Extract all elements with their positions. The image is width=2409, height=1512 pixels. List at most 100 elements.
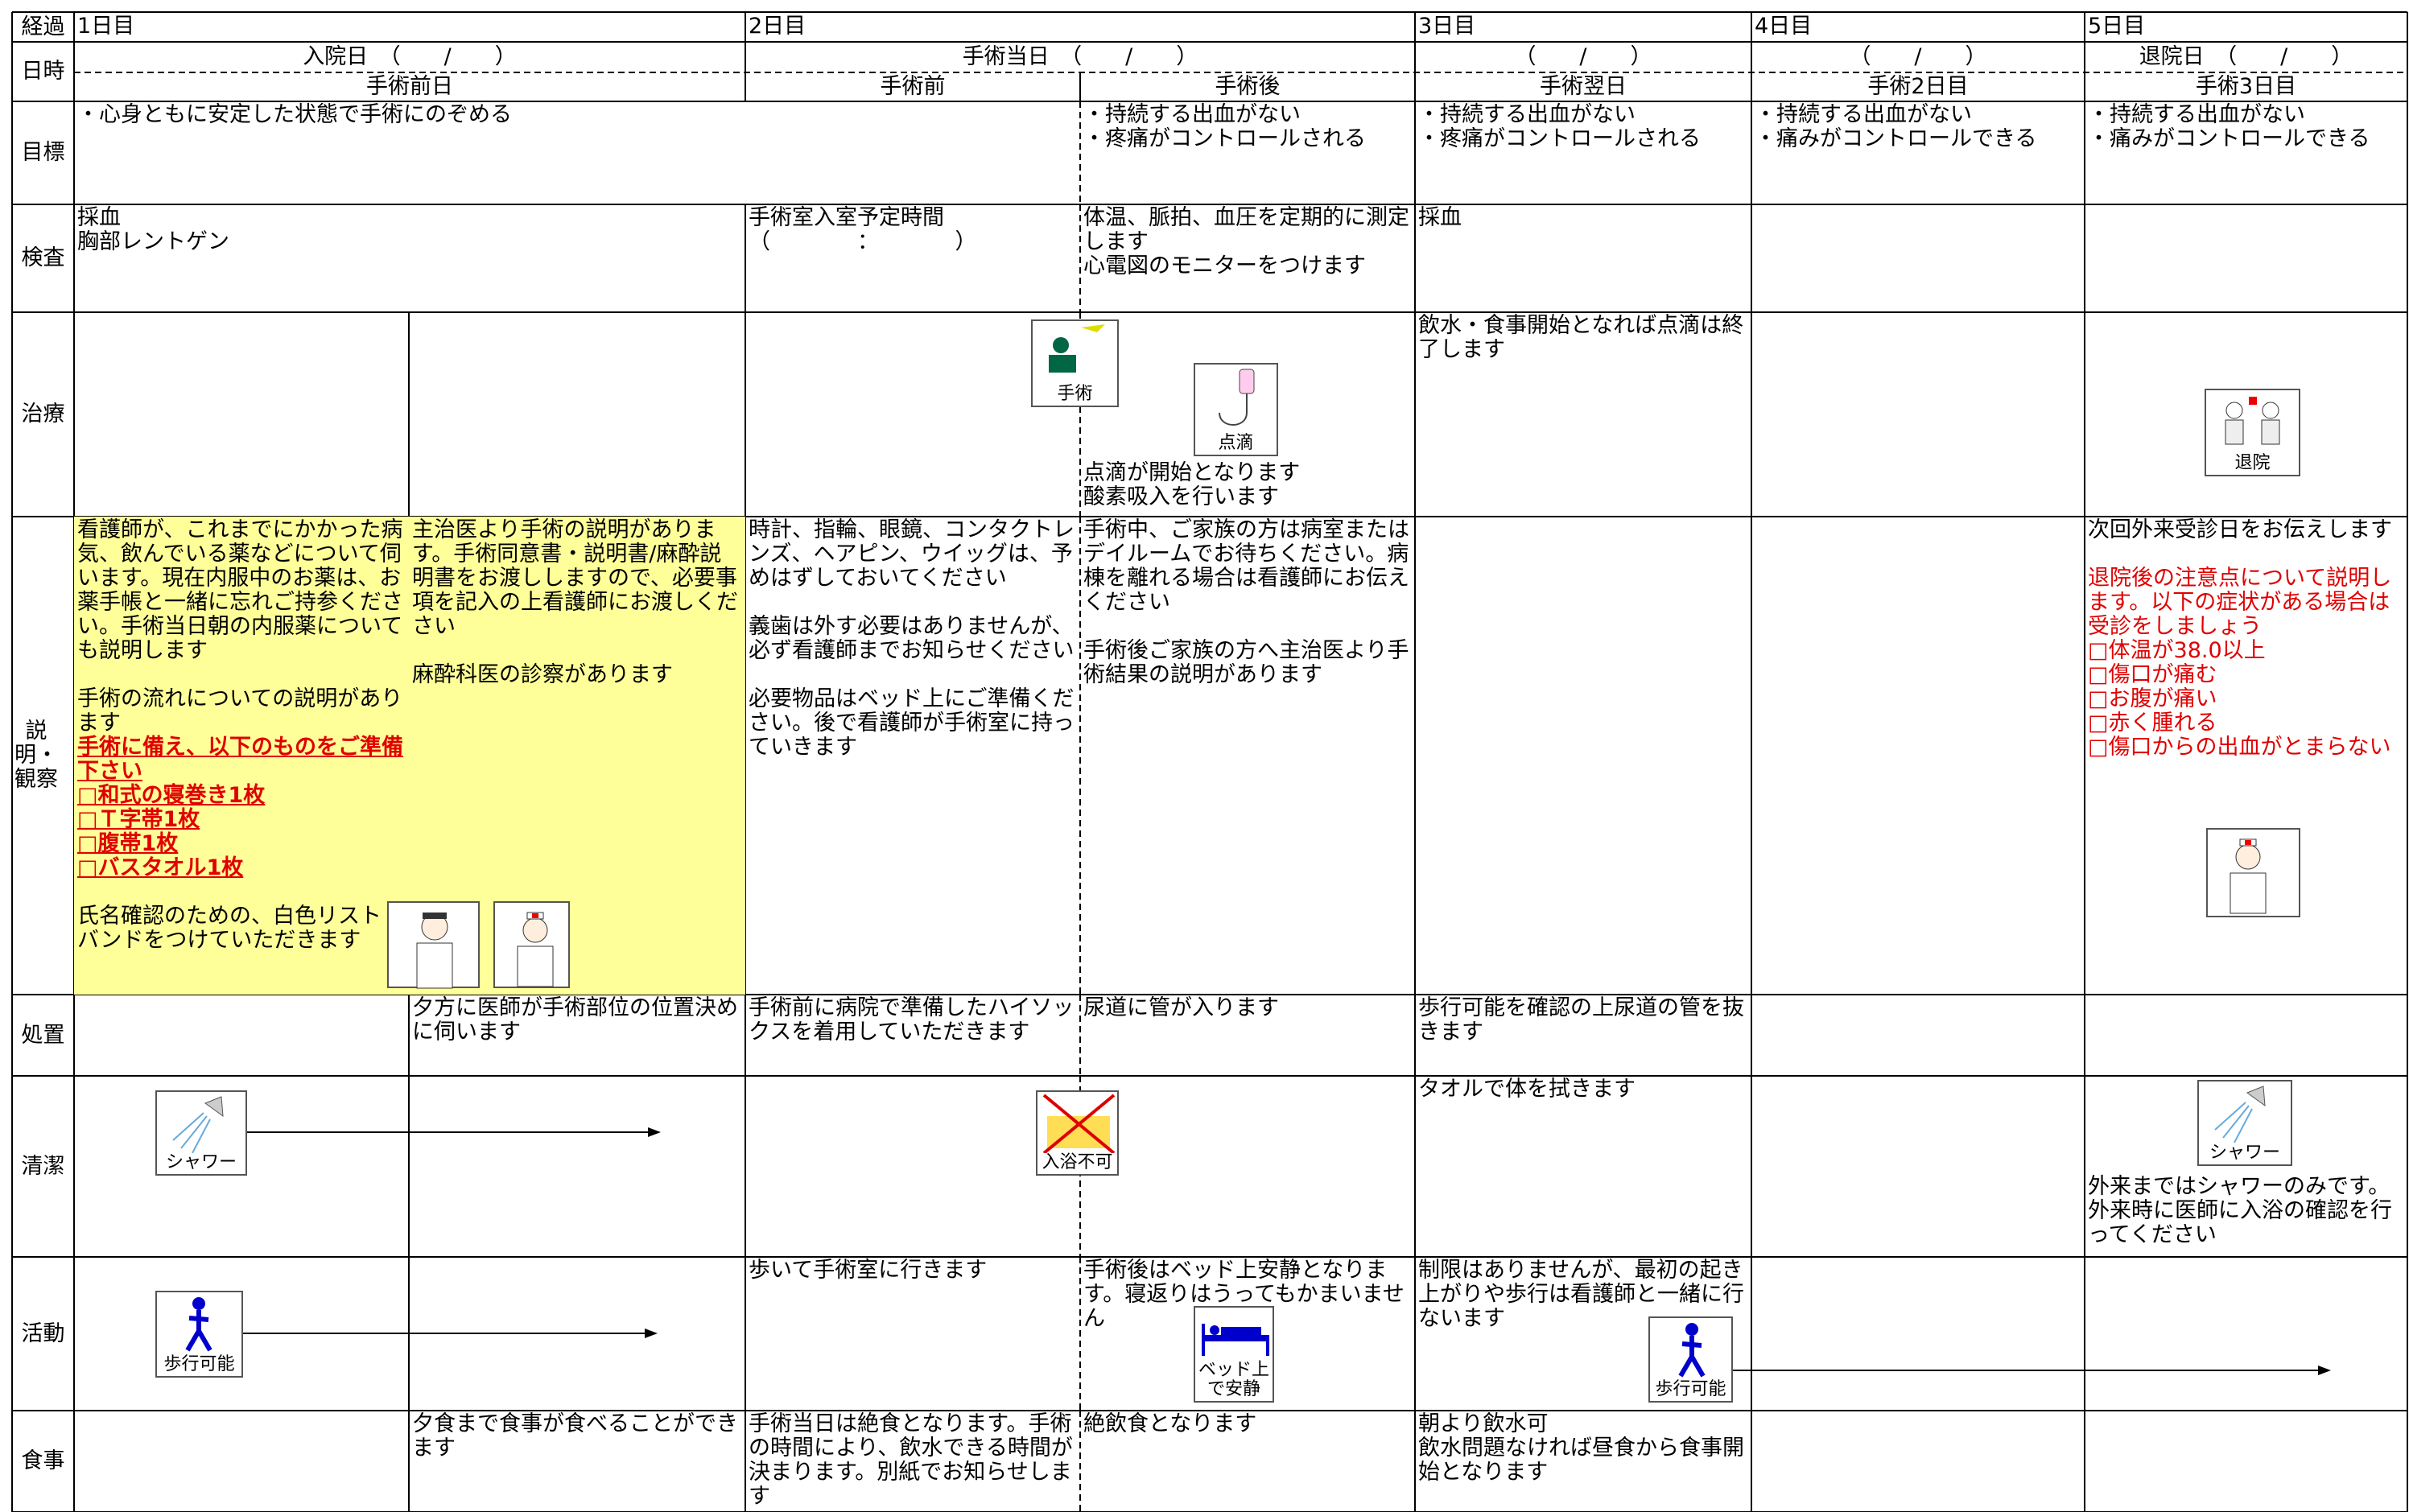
pictogram [1049,324,1105,373]
text-line: 看護師が、これまでにかかった病気、飲んでいる薬などについて伺います。現在内服中の… [77,517,403,663]
cell: 尿道に管が入ります [1083,996,1410,1020]
text-line: ・疼痛がコントロールされる [1418,126,1701,151]
text-line: □バスタオル1枚 [77,855,244,880]
text-line: 採血 [77,205,121,230]
icon: ベッド上で安静 [1194,1306,1274,1403]
text-line: □傷口が痛む [2088,662,2217,687]
pictogram [2230,838,2267,914]
text-line: 氏名確認のための、白色リストバンドをつけていただきます [77,904,382,953]
icon: 歩行可能 [1648,1316,1733,1403]
cell: ・持続する出血がない ・痛みがコントロールできる [1755,103,2080,151]
text-line: 心電図のモニターをつけます [1083,253,1366,278]
cell: 看護師が、これまでにかかった病気、飲んでいる薬などについて伺います。現在内服中の… [77,518,404,953]
text-line: 麻酔科医の診察があります [412,662,673,687]
row-label: 検査 [21,245,65,270]
pictogram [2225,397,2280,445]
icon: シャワー [2197,1080,2292,1166]
row-label: 目標 [21,140,65,165]
date-label: （ / ） [1514,44,1652,69]
text-line: タオルで体を拭きます [1418,1077,1636,1102]
cell: 次回外来受診日をお伝えします 退院後の注意点について説明します。以下の症状がある場… [2088,518,2403,760]
icon-label: シャワー [165,1152,237,1172]
day-label: 5日目 [2088,14,2146,39]
text-line: □体温が38.0以上 [2088,638,2266,663]
icon-label: 歩行可能 [163,1354,235,1374]
phase-label: 手術前 [880,74,946,99]
row-label: 活動 [21,1320,65,1346]
paragraph: 必要物品はベッド上にご準備ください。後で看護師が手術室に持っていきます [749,687,1075,760]
text-line: ・持続する出血がない [2088,102,2305,127]
cell: 外来まではシャワーのみです。外来時に医師に入浴の確認を行ってください [2088,1175,2403,1247]
cell: ・持続する出血がない ・痛みがコントロールできる [2088,103,2403,151]
cell: 体温、脈拍、血圧を定期的に測定します 心電図のモニターをつけます [1083,206,1410,278]
icon-label: 手術 [1057,384,1093,404]
pictogram [2214,1086,2266,1143]
text-line: 尿道に管が入ります [1083,995,1279,1020]
text-line: 飲水問題なければ昼食から食事開始となります [1418,1436,1744,1485]
paragraph: 体温、脈拍、血圧を定期的に測定します 心電図のモニターをつけます [1083,206,1410,278]
text-line: 義歯は外す必要はありませんが、必ず看護師までお知らせください [749,614,1075,663]
pictogram [172,1096,224,1153]
text-line: 手術室入室予定時間 [749,205,944,230]
text-line: ・持続する出血がない [1083,102,1301,127]
paragraph: 点滴が開始となります 酸素吸入を行います [1083,461,1410,509]
text-line: ・心身ともに安定した状態で手術にのぞめる [77,102,512,127]
text-line: 歩行可能を確認の上尿道の管を抜きます [1418,995,1744,1044]
paragraph: 主治医より手術の説明があります。手術同意書・説明書/麻酔説明書をお渡ししますので… [412,518,740,639]
cell: 採血 胸部レントゲン [77,206,740,254]
paragraph: ・持続する出血がない ・痛みがコントロールできる [2088,103,2403,151]
paragraph: 時計、指輪、眼鏡、コンタクトレンズ、ヘアピン、ウイッグは、予めはずしておいてくだ… [749,518,1075,591]
arrow-head [645,1329,658,1338]
text-line: 時計、指輪、眼鏡、コンタクトレンズ、ヘアピン、ウイッグは、予めはずしておいてくだ… [749,517,1075,591]
paragraph: 夕方に医師が手術部位の位置決めに伺います [412,996,740,1044]
text-line: 手術の流れについての説明があります [77,686,403,735]
pictogram [517,912,554,987]
arrow-head [2318,1366,2331,1375]
paragraph: 手術後ご家族の方へ主治医より手術結果の説明があります [1083,639,1410,687]
text-line: 絶飲食となります [1083,1411,1257,1436]
text-line: 手術前に病院で準備したハイソックスを着用していただきます [749,995,1075,1044]
text-line: 外来まではシャワーのみです。外来時に医師に入浴の確認を行ってください [2088,1174,2392,1247]
cell: 歩いて手術室に行きます [749,1259,1075,1283]
text-line: （ ： ） [749,229,977,254]
text-line: ・持続する出血がない [1418,102,1636,127]
paragraph: 氏名確認のための、白色リストバンドをつけていただきます [77,904,404,953]
icon: 退院 [2205,389,2300,476]
text-line: 胸部レントゲン [77,229,229,254]
paragraph: 退院後の注意点について説明します。以下の症状がある場合は受診をしましょう □体温が… [2088,566,2403,760]
row-label: 説明・観察 [14,719,58,792]
cell: 手術中、ご家族の方は病室またはデイルームでお待ちください。病棟を離れる場合は看護… [1083,518,1410,687]
phase-label: 手術3日目 [2195,74,2297,99]
icon-label: シャワー [2209,1143,2280,1163]
cell: 歩行可能を確認の上尿道の管を抜きます [1418,996,1747,1044]
paragraph: 手術の流れについての説明があります 手術に備え、以下のものをご準備下さい □和式の寝… [77,687,404,880]
paragraph: 夕食まで食事が食べることができます [412,1412,740,1461]
paragraph: ・持続する出血がない ・痛みがコントロールできる [1755,103,2080,151]
header-label: 経過 [21,14,65,39]
paragraph: 看護師が、これまでにかかった病気、飲んでいる薬などについて伺います。現在内服中の… [77,518,404,663]
date-label: （ / ） [1849,44,1987,69]
paragraph: 手術中、ご家族の方は病室またはデイルームでお待ちください。病棟を離れる場合は看護… [1083,518,1410,615]
cell-background [74,517,409,995]
cell: ・持続する出血がない ・疼痛がコントロールされる [1418,103,1747,151]
cell: 主治医より手術の説明があります。手術同意書・説明書/麻酔説明書をお渡ししますので… [412,518,740,687]
cell: 手術室入室予定時間（ ： ） [749,206,1075,254]
cell: 夕方に医師が手術部位の位置決めに伺います [412,996,740,1044]
icon: 手術 [1031,319,1119,407]
day-label: 1日目 [77,14,135,39]
cell: ・心身ともに安定した状態で手術にのぞめる [77,103,1075,127]
cell: 手術当日は絶食となります。手術の時間により、飲水できる時間が決まります。別紙でお… [749,1412,1075,1509]
text-line: 朝より飲水可 [1418,1411,1549,1436]
pictogram [185,1297,212,1352]
text-line: 夕方に医師が手術部位の位置決めに伺います [412,995,738,1044]
icon: 点滴 [1194,363,1278,456]
paragraph: 手術後はベッド上安静となります。寝返りはうってもかまいません [1083,1259,1410,1331]
paragraph: 手術室入室予定時間（ ： ） [749,206,1075,254]
arrow-head [648,1127,661,1137]
paragraph: 麻酔科医の診察があります [412,663,740,687]
text-line: 歩いて手術室に行きます [749,1258,988,1283]
text-line: □腹帯1枚 [77,831,179,856]
paragraph: 飲水・食事開始となれば点滴は終了します [1418,314,1747,362]
